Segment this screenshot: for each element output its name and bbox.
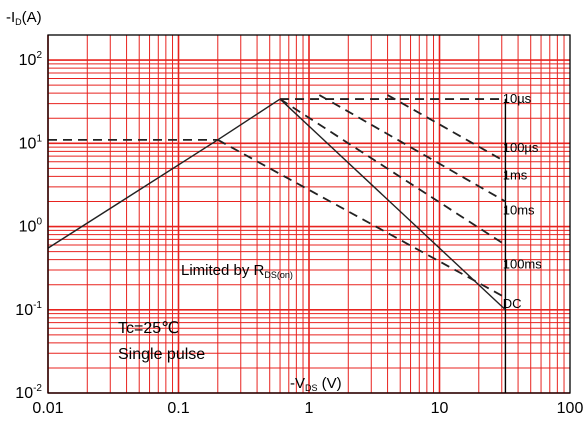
- y-tick-label: 101: [19, 133, 43, 152]
- x-tick-label: 10: [431, 400, 449, 417]
- series-group: [47, 94, 506, 311]
- grid: [47, 34, 570, 394]
- x-axis-label: -VDS (V): [290, 375, 342, 393]
- curve-label: 100ms: [503, 256, 543, 271]
- tick-labels: 0.01 0.1 1 10 100 10-2 10-1 100 101 102: [15, 50, 583, 417]
- y-axis-label: -ID(A): [6, 9, 42, 27]
- x-tick-label: 0.1: [167, 400, 189, 417]
- y-tick-label: 10-2: [15, 383, 42, 402]
- y-tick-label: 100: [19, 217, 43, 236]
- curve-labels: 10µs 100µs 1ms 10ms 100ms DC: [503, 91, 543, 311]
- plot-frame: [47, 34, 571, 394]
- y-tick-label: 102: [19, 50, 43, 69]
- series-line: [279, 98, 506, 311]
- curve-label: DC: [503, 296, 522, 311]
- rds-limit-annotation: Limited by RDS(on): [181, 262, 293, 280]
- curve-label: 10µs: [503, 91, 532, 106]
- temperature-annotation: Tc=25℃: [118, 320, 179, 337]
- x-tick-label: 100: [557, 400, 584, 417]
- x-tick-label: 1: [305, 400, 314, 417]
- series-line: [387, 94, 506, 163]
- series-line: [217, 139, 506, 299]
- single-pulse-annotation: Single pulse: [118, 346, 205, 363]
- curve-label: 10ms: [503, 203, 535, 218]
- series-line: [318, 94, 506, 203]
- y-tick-label: 10-1: [15, 300, 42, 319]
- curve-label: 100µs: [503, 140, 539, 155]
- curve-label: 1ms: [503, 168, 528, 183]
- x-tick-label: 0.01: [32, 400, 63, 417]
